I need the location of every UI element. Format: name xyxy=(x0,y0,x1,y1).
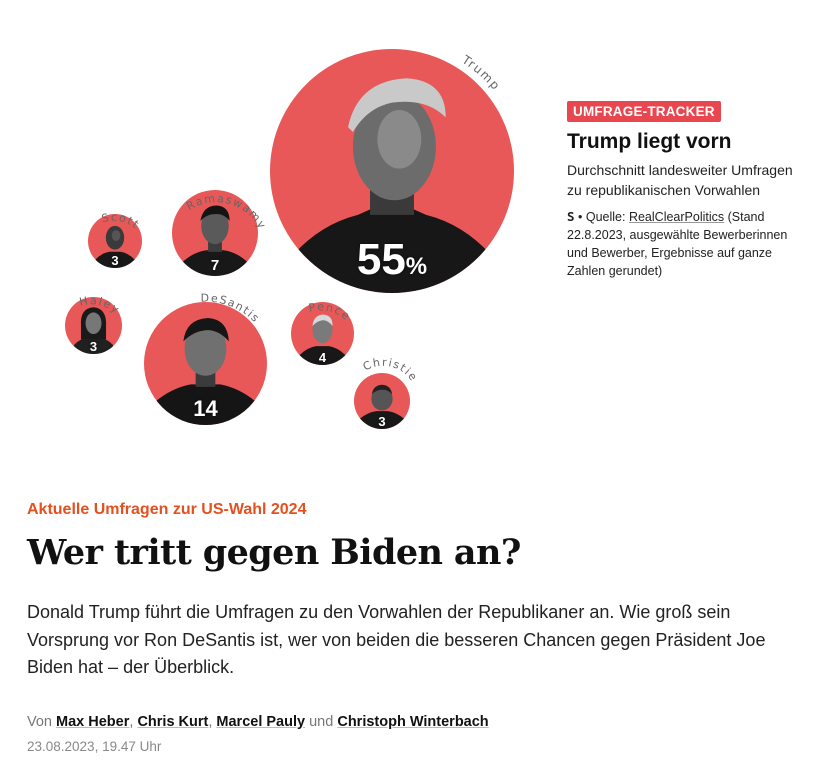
candidate-name: DeSantis xyxy=(201,292,262,326)
candidate-name: Christie xyxy=(361,356,419,385)
candidate-value: 14 xyxy=(193,396,218,421)
comma-separator: , xyxy=(208,714,213,730)
byline-and: und xyxy=(309,714,334,730)
name-label-christie: Christie xyxy=(361,356,419,385)
author-link[interactable]: Chris Kurt xyxy=(137,714,209,730)
author-link[interactable]: Max Heber xyxy=(56,714,130,730)
publish-date: 23.08.2023, 19.47 Uhr xyxy=(27,739,162,754)
comma-separator: , xyxy=(129,714,134,730)
svg-text:DeSantis: DeSantis xyxy=(201,292,263,326)
candidate-bubble-pence[interactable]: 4 xyxy=(291,302,354,365)
svg-text:Christie: Christie xyxy=(361,356,421,385)
source-link[interactable]: RealClearPolitics xyxy=(628,210,725,224)
candidate-bubble-christie[interactable]: 3 xyxy=(354,373,410,429)
candidate-value: 7 xyxy=(210,257,220,274)
source-label: Quelle: xyxy=(585,210,626,224)
svg-text:Haley: Haley xyxy=(78,294,122,317)
candidate-value: 3 xyxy=(378,414,386,429)
candidate-value: 4 xyxy=(318,350,327,365)
candidate-value: 3 xyxy=(111,253,119,268)
candidate-name: Pence xyxy=(308,300,352,323)
svg-text:Pence: Pence xyxy=(308,300,354,323)
candidate-name: Ramaswamy xyxy=(184,192,267,232)
tracker-badge: UMFRAGE-TRACKER xyxy=(567,101,721,122)
percent-unit: % xyxy=(405,253,428,280)
source-logo-icon: S xyxy=(567,209,575,224)
name-label-desantis: DeSantis xyxy=(201,292,262,326)
svg-text:Ramaswamy: Ramaswamy xyxy=(184,192,269,232)
source-note: (Stand 22.8.2023, ausgewählte Bewerberin… xyxy=(567,210,788,278)
candidate-value: 3 xyxy=(89,339,98,354)
candidate-bubble-haley[interactable]: 3 xyxy=(65,297,122,354)
byline-prefix: Von xyxy=(27,714,52,730)
poll-bubble-graphic: 55% 7 3 xyxy=(0,0,560,450)
candidate-bubble-ramaswamy[interactable]: 7 xyxy=(172,190,258,276)
author-link[interactable]: Christoph Winterbach xyxy=(337,714,489,730)
byline: Von Max Heber, Chris Kurt, Marcel Pauly … xyxy=(27,714,489,730)
tracker-description: Durchschnitt landesweiter Umfragen zu re… xyxy=(567,162,793,198)
author-link[interactable]: Marcel Pauly xyxy=(216,714,306,730)
name-label-scott: Scott xyxy=(100,211,142,232)
tracker-source: S • Quelle: RealClearPolitics (Stand 22.… xyxy=(567,208,797,280)
candidate-photo xyxy=(358,384,406,429)
article-kicker: Aktuelle Umfragen zur US-Wahl 2024 xyxy=(27,501,307,518)
article-headline: Wer tritt gegen Biden an? xyxy=(27,532,521,573)
candidate-bubble-desantis[interactable]: 14 xyxy=(144,302,267,425)
candidate-photo xyxy=(151,317,260,425)
svg-text:Trump: Trump xyxy=(459,52,504,93)
candidate-photo xyxy=(298,314,347,365)
candidate-name: Scott xyxy=(100,211,140,232)
name-label-pence: Pence xyxy=(308,300,354,323)
tracker-title: Trump liegt vorn xyxy=(567,130,732,153)
name-label-haley: Haley xyxy=(78,294,122,317)
svg-text:Scott: Scott xyxy=(100,211,142,232)
candidate-bubble-trump[interactable]: 55% xyxy=(270,49,514,293)
candidate-photo xyxy=(180,205,250,276)
poll-tracker-info: UMFRAGE-TRACKER Trump liegt vorn Durchsc… xyxy=(567,101,797,280)
candidate-name: Haley xyxy=(78,294,121,317)
candidate-photo xyxy=(72,307,115,354)
candidate-value: 55 xyxy=(356,235,406,284)
candidate-name: Trump xyxy=(459,52,502,93)
candidate-photo xyxy=(289,78,495,293)
article-lead: Donald Trump führt die Umfragen zu den V… xyxy=(27,602,766,677)
candidate-bubble-scott[interactable]: 3 xyxy=(88,214,142,268)
name-label-ramaswamy: Ramaswamy xyxy=(184,192,267,232)
name-label-trump: Trump xyxy=(459,52,504,93)
candidate-photo xyxy=(94,225,136,268)
source-dot: • xyxy=(574,210,586,224)
